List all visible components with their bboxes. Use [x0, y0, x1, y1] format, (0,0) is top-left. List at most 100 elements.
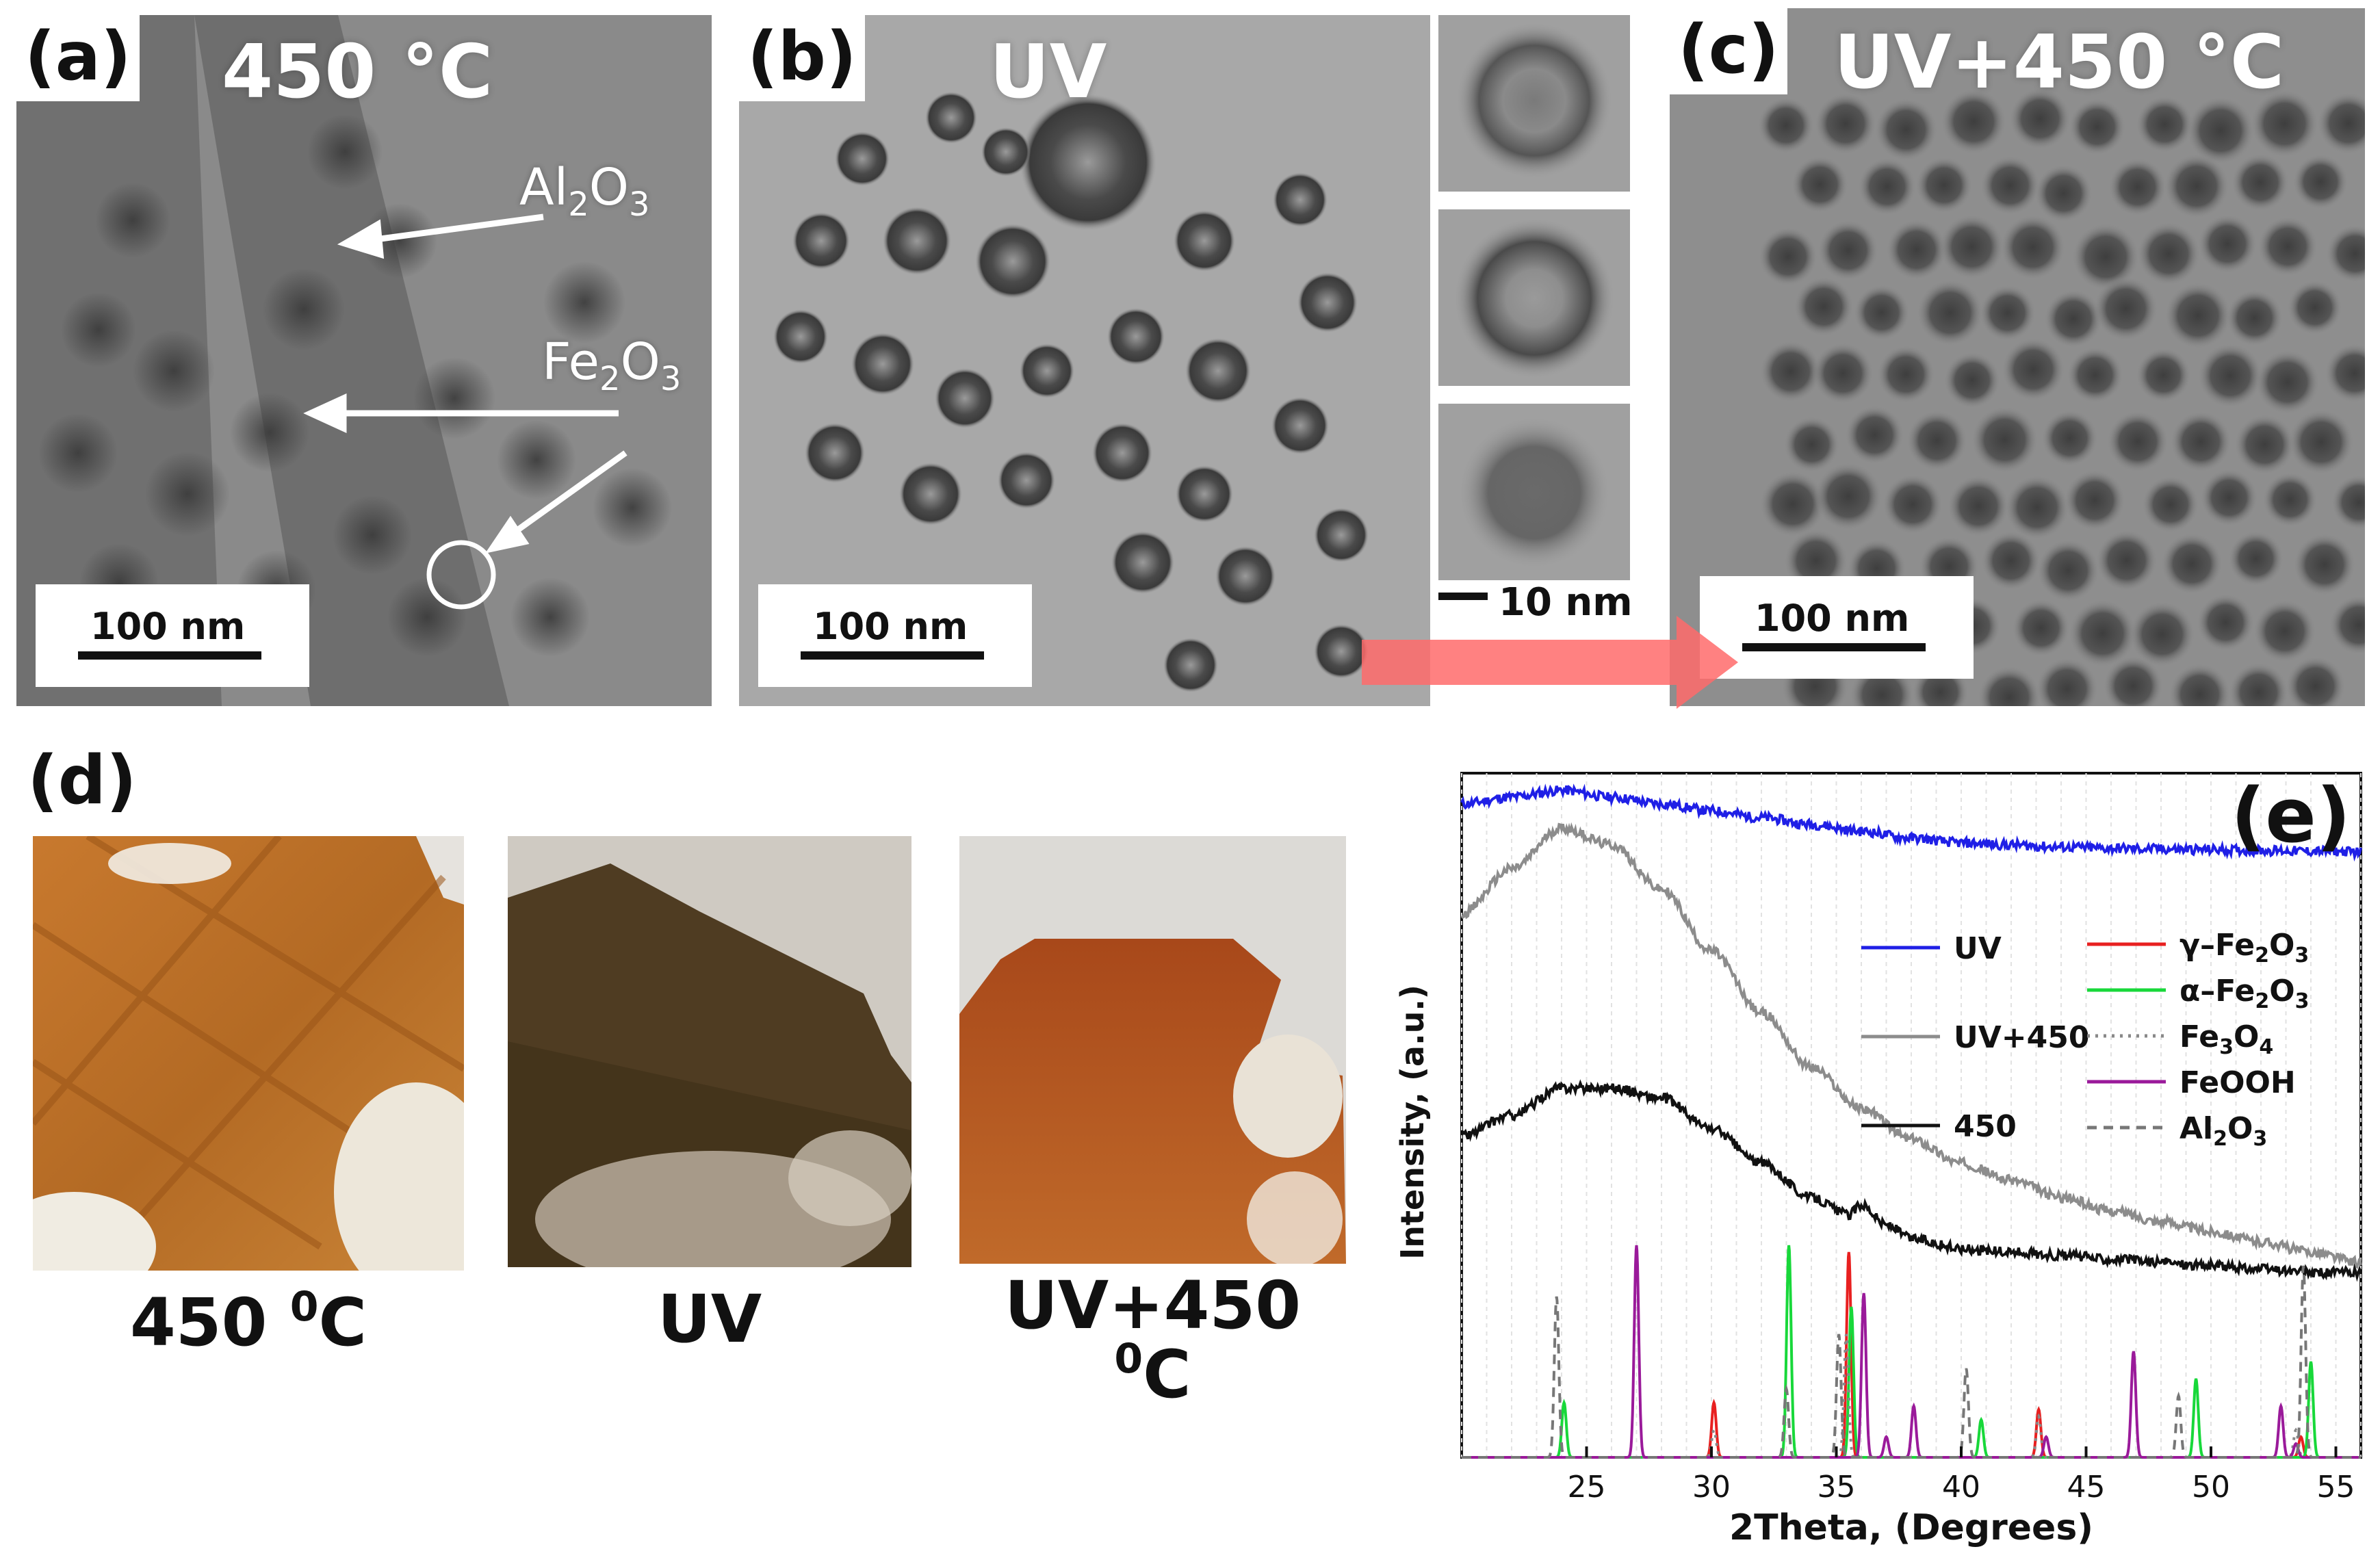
nanoparticle: [2253, 599, 2316, 663]
nanoparticle: [2136, 95, 2193, 153]
y-axis-title: Intensity, (a.u.): [1394, 985, 1431, 1260]
panel-c-label: (c): [1670, 8, 1787, 94]
legend-label: Fe3O4: [2179, 1019, 2273, 1059]
panel-d-label: (d): [27, 742, 137, 820]
nanoparticle: [2009, 88, 2071, 150]
nanoparticle: [2108, 158, 2167, 216]
nanoparticle: [1853, 284, 1910, 341]
inset-b-1: [1438, 15, 1630, 192]
nanoparticle: [2262, 472, 2318, 528]
nanoparticle: [2034, 164, 2093, 222]
fe2o3-annotation: Fe2O3: [542, 333, 682, 398]
caption-uv: UV: [657, 1281, 762, 1357]
inset-b-2: [1438, 209, 1630, 386]
nanoparticle: [2228, 662, 2289, 706]
caption-uv-450c: UV+450 0C: [1004, 1267, 1302, 1413]
panel-b-label: (b): [739, 15, 865, 101]
nanoparticle: [2095, 530, 2158, 592]
hollow-nanoparticles-b: [773, 92, 1369, 692]
nanoparticle: [2142, 476, 2199, 533]
nanoparticle: [1943, 352, 2001, 409]
nanoparticle: [1980, 155, 2040, 216]
scale-bar-c-label: 100 nm: [1755, 597, 1910, 640]
chart-legend: UV UV+450 450 γ–Fe2O3 α–Fe2O3 Fe3O4 FeOOH Al2O3: [1861, 928, 2310, 1151]
panel-e-label: (e): [2231, 772, 2351, 859]
x-axis-ticks: 25 30 35 40 45 50 55: [1568, 1446, 2355, 1505]
nanoparticle: [2067, 346, 2123, 404]
nanoparticle: [2228, 530, 2284, 587]
series-line-450: [1460, 1079, 2362, 1282]
nanoparticle: [2064, 469, 2125, 532]
nanoparticle: [1758, 226, 1818, 287]
x-tick-label: 35: [1818, 1470, 1856, 1505]
nanoparticle: [2285, 656, 2346, 706]
series-line-uv: [1460, 783, 2362, 862]
nanoparticle: [1814, 462, 1883, 531]
scale-bar-b-line: [801, 651, 984, 660]
nanoparticle: [1759, 340, 1822, 402]
x-tick-label: 45: [2067, 1470, 2106, 1505]
nanoparticle: [1858, 157, 1917, 216]
nanoparticle: [2331, 474, 2365, 530]
x-tick-label: 55: [2317, 1470, 2355, 1505]
nanoparticle: [1818, 220, 1879, 281]
nanoparticle: [2329, 595, 2365, 655]
panel-c-condition: UV+450 °C: [1834, 20, 2285, 105]
nanoparticle: [2093, 276, 2158, 341]
nanoparticle: [2197, 343, 2263, 408]
nanoparticle: [2234, 414, 2295, 475]
legend-label: UV+450: [1954, 1020, 2090, 1055]
legend-label: Al2O3: [2179, 1111, 2267, 1151]
nanoparticles-c: [1755, 88, 2365, 706]
nanoparticle: [2036, 658, 2099, 706]
photo-450c: [33, 836, 464, 1271]
nanoparticle: [2129, 601, 2195, 667]
highlighted-particle-circle: [426, 540, 496, 610]
panel-c-tem-image: (c) UV+450 °C 100 nm: [1670, 8, 2365, 706]
scale-bar-c-line: [1742, 643, 1926, 651]
nanoparticle: [1876, 345, 1935, 404]
nanoparticle: [2164, 282, 2232, 349]
tem-image-a: [16, 15, 712, 706]
nanoparticle: [2293, 533, 2356, 596]
transition-arrow: [1362, 616, 1738, 709]
nanoparticle: [1981, 531, 2041, 591]
nanoparticle: [2106, 411, 2169, 473]
nanoparticle: [2197, 214, 2258, 274]
panel-a-tem-image: (a) 450 °C Al2O3 Fe2O3 100 nm: [16, 15, 712, 706]
nanoparticle: [1886, 219, 1948, 281]
nanoparticle: [1971, 406, 2039, 473]
nanoparticle: [1812, 342, 1874, 404]
panel-b-condition: UV: [989, 29, 1107, 115]
scale-bar-c: 100 nm: [1700, 576, 1974, 679]
nanoparticle: [1874, 98, 1938, 161]
al2o3-annotation: Al2O3: [519, 158, 650, 224]
nanoparticle: [2012, 599, 2070, 658]
inset-scale-label: 10 nm: [1499, 580, 1633, 625]
nanoparticle: [1941, 88, 2007, 155]
photo-uv: [508, 836, 911, 1267]
nanoparticle: [1791, 155, 1849, 213]
nanoparticle: [2258, 216, 2318, 277]
nanoparticle: [2317, 92, 2365, 155]
series-lines: [1460, 783, 2362, 1282]
nanoparticle: [1794, 276, 1854, 337]
panel-a-condition: 450 °C: [222, 29, 493, 115]
xrd-chart: 25 30 35 40 45 50 55 2Theta, (Degrees) Intensi…: [1394, 772, 2362, 1548]
nanoparticle: [2069, 98, 2126, 156]
nanoparticle: [1759, 471, 1826, 537]
nanoparticle: [2255, 350, 2320, 415]
nanoparticles-a: [38, 114, 672, 657]
nanoparticle: [2186, 96, 2255, 165]
nanoparticle: [2288, 409, 2354, 475]
nanoparticle: [2000, 214, 2066, 281]
nanoparticle: [1814, 92, 1876, 155]
nanoparticle: [2004, 475, 2070, 540]
legend-label: γ–Fe2O3: [2179, 928, 2309, 967]
nanoparticle: [1917, 279, 1984, 346]
nanoparticle: [2044, 289, 2103, 348]
nanoparticle: [2197, 593, 2255, 651]
nanoparticle: [2164, 153, 2229, 219]
nanoparticle: [2170, 411, 2232, 473]
nanoparticle: [2292, 154, 2349, 210]
